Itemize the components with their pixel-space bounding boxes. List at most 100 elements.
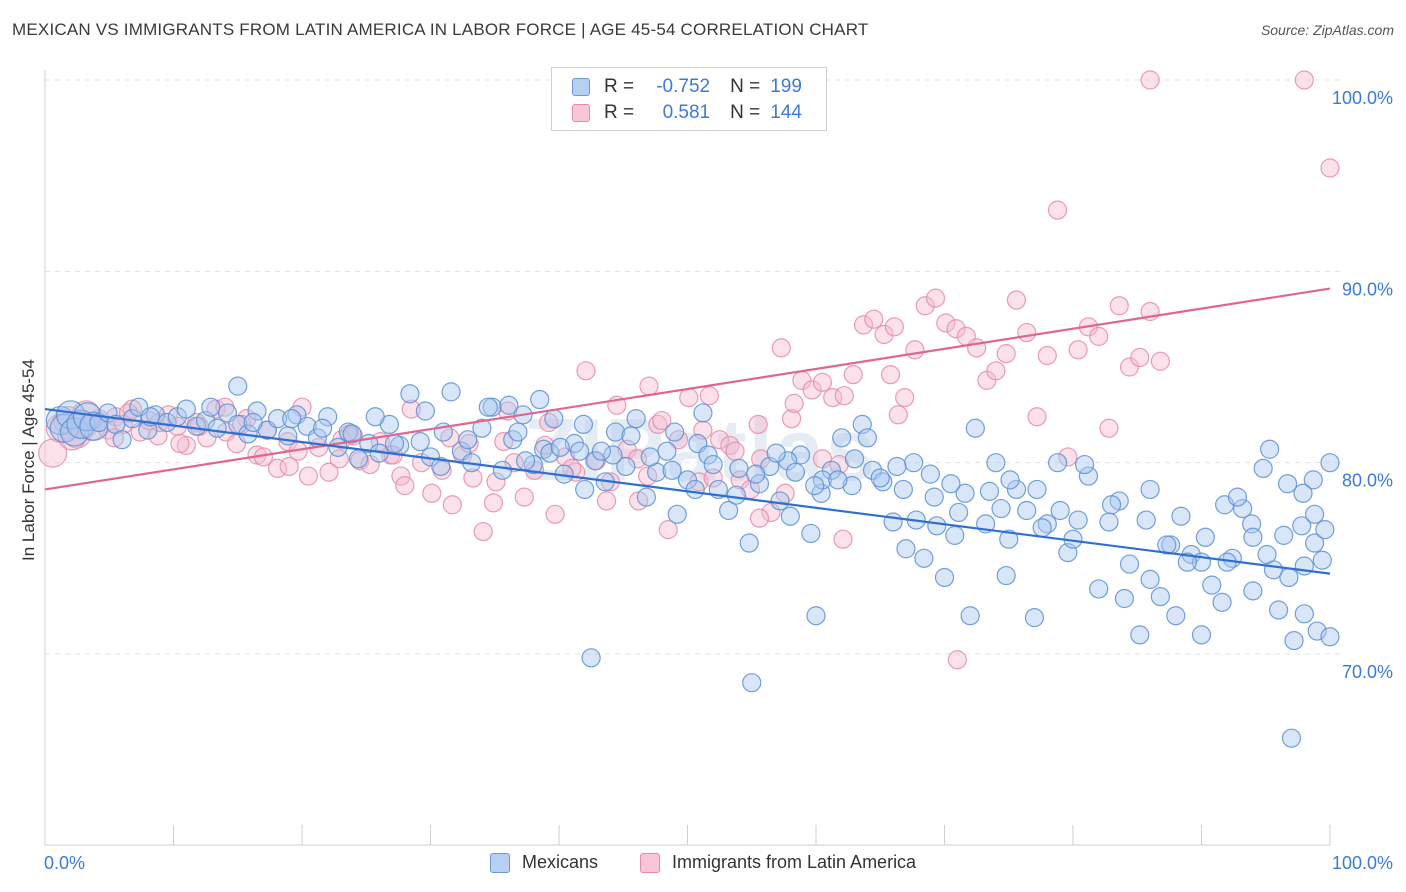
series-legend: Mexicans Immigrants from Latin America	[0, 852, 1406, 878]
point-immigrants	[720, 435, 740, 456]
point-mexicans	[896, 539, 916, 559]
point-mexicans	[1114, 588, 1135, 609]
point-mexicans	[914, 548, 934, 568]
point-mexicans	[431, 456, 451, 477]
point-mexicans	[870, 468, 890, 488]
point-mexicans	[415, 401, 435, 421]
point-immigrants	[725, 441, 745, 461]
point-mexicans	[1227, 487, 1248, 507]
point-immigrants	[996, 344, 1016, 364]
point-immigrants	[710, 430, 730, 450]
point-mexicans	[1202, 575, 1222, 595]
legend-swatch-pink	[572, 104, 590, 122]
chart-title: MEXICAN VS IMMIGRANTS FROM LATIN AMERICA…	[12, 20, 869, 39]
point-immigrants	[749, 508, 770, 528]
point-mexicans	[1119, 554, 1140, 574]
point-immigrants	[1047, 200, 1068, 220]
point-immigrants	[422, 483, 442, 503]
point-mexicans	[176, 399, 196, 419]
point-mexicans	[508, 422, 528, 442]
point-immigrants	[395, 476, 415, 496]
point-immigrants	[915, 296, 935, 316]
point-mexicans	[703, 454, 723, 475]
point-mexicans	[1166, 606, 1186, 626]
point-immigrants	[1027, 407, 1047, 427]
point-mexicans	[1136, 510, 1156, 530]
point-immigrants	[483, 493, 504, 513]
legend-swatch-blue	[572, 78, 590, 96]
point-immigrants	[401, 399, 421, 419]
n-value: 199	[770, 76, 802, 97]
point-mexicans	[1130, 625, 1150, 645]
point-mexicans	[312, 418, 333, 438]
point-immigrants	[1017, 322, 1037, 343]
point-mexicans	[342, 424, 362, 444]
point-mexicans	[472, 418, 492, 438]
point-mexicans	[665, 422, 685, 442]
point-immigrants	[679, 388, 699, 408]
grid-lines	[45, 79, 1340, 655]
point-mexicans	[247, 401, 267, 421]
point-immigrants	[771, 338, 791, 358]
point-mexicans	[573, 414, 594, 434]
point-immigrants	[473, 521, 493, 542]
point-immigrants	[596, 491, 617, 511]
point-mexicans	[893, 479, 913, 500]
point-mexicans	[1279, 567, 1299, 588]
point-immigrants	[967, 338, 987, 358]
point-mexicans	[677, 470, 698, 490]
trend-line-immigrants	[44, 287, 1331, 491]
point-immigrants	[802, 380, 822, 400]
r-label: R =	[604, 102, 635, 123]
point-mexicans	[979, 481, 1000, 501]
point-mexicans	[1294, 556, 1314, 576]
point-immigrants	[539, 412, 559, 433]
y-tick-label: 90.0%	[1342, 279, 1393, 299]
point-immigrants	[391, 466, 411, 486]
point-mexicans	[842, 476, 862, 496]
point-mexicans	[1233, 498, 1253, 519]
point-mexicans	[112, 430, 132, 450]
point-mexicans	[1027, 479, 1047, 500]
point-immigrants	[843, 365, 863, 385]
point-immigrants	[784, 393, 804, 413]
series-mexicans-points	[45, 376, 1340, 748]
point-mexicans	[515, 451, 536, 471]
point-mexicans	[1195, 527, 1215, 547]
point-mexicans	[1140, 569, 1160, 589]
n-label: N =	[730, 102, 761, 123]
point-mexicans	[201, 397, 221, 417]
point-mexicans	[1243, 581, 1263, 601]
point-immigrants	[864, 309, 884, 329]
point-immigrants	[1089, 326, 1109, 346]
point-mexicans	[785, 462, 806, 482]
point-immigrants	[1006, 290, 1027, 310]
tick-labels: 70.0% 80.0% 90.0% 100.0% 0.0% 100.0%	[44, 88, 1393, 873]
point-mexicans	[719, 500, 739, 521]
point-immigrants	[1119, 357, 1140, 377]
point-mexicans	[282, 409, 302, 429]
n-value: 144	[770, 102, 802, 123]
point-mexicans	[1078, 466, 1099, 486]
point-immigrants	[1294, 70, 1314, 90]
point-immigrants	[442, 495, 462, 515]
y-tick-label: 100.0%	[1332, 88, 1393, 108]
point-mexicans	[1212, 592, 1232, 612]
point-mexicans	[955, 483, 975, 503]
point-mexicans	[278, 426, 298, 446]
point-mexicans	[636, 487, 656, 507]
point-mexicans	[458, 430, 478, 450]
legend-swatch-pink	[640, 852, 660, 873]
point-mexicans	[1089, 579, 1109, 599]
point-mexicans	[1017, 500, 1037, 521]
point-immigrants	[639, 376, 659, 396]
point-mexicans	[1260, 439, 1280, 459]
point-mexicans	[1284, 631, 1304, 651]
point-mexicans	[945, 525, 965, 545]
point-mexicans	[857, 428, 878, 448]
point-immigrants	[648, 414, 668, 434]
point-mexicans	[780, 506, 800, 526]
legend-item-immigrants: Immigrants from Latin America	[640, 852, 916, 873]
point-mexicans	[739, 533, 759, 553]
